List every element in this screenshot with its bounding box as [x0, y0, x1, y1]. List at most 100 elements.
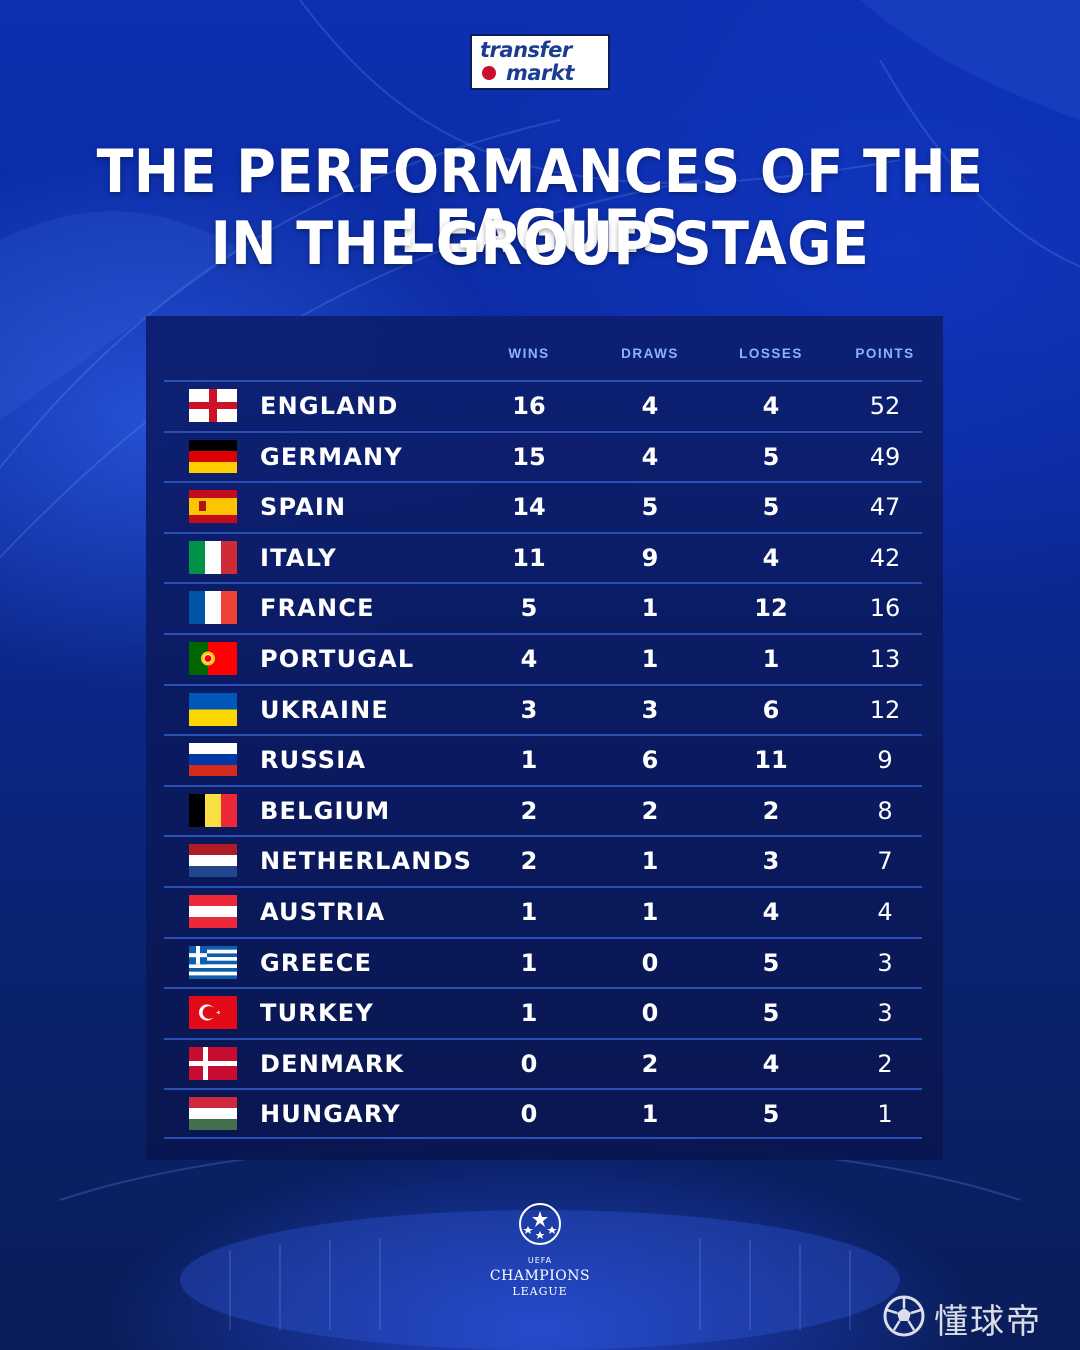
table-row: HUNGARY 0 1 5 1 — [164, 1088, 922, 1139]
draws-cell: 0 — [641, 948, 659, 977]
wins-cell: 0 — [520, 1049, 538, 1078]
row-divider — [164, 380, 922, 382]
soccer-ball-icon — [883, 1295, 925, 1337]
losses-cell: 5 — [762, 442, 780, 471]
country-name: DENMARK — [260, 1049, 405, 1078]
netherlands-flag-icon — [189, 844, 237, 878]
row-divider — [164, 835, 922, 838]
points-cell: 42 — [869, 543, 901, 572]
losses-cell: 11 — [754, 746, 788, 775]
ucl-text-uefa: UEFA — [527, 1256, 553, 1265]
losses-cell: 5 — [762, 999, 780, 1028]
wins-cell: 5 — [520, 594, 538, 623]
ukraine-flag-icon — [189, 692, 237, 726]
country-name: SPAIN — [260, 493, 347, 522]
country-name: GERMANY — [260, 442, 403, 471]
logo-ball-icon — [482, 66, 496, 80]
spain-flag-icon — [189, 490, 237, 524]
country-name: FRANCE — [260, 594, 375, 623]
column-header-points: POINTS — [855, 346, 915, 361]
page-title-line1: THE PERFORMANCES OF THE LEAGUES — [96, 137, 984, 267]
losses-cell: 3 — [762, 847, 780, 876]
table-row: DENMARK 0 2 4 2 — [164, 1037, 922, 1089]
wins-cell: 15 — [512, 442, 546, 471]
points-cell: 3 — [877, 948, 893, 977]
row-divider — [164, 784, 922, 787]
table-row: FRANCE 5 1 12 16 — [164, 582, 922, 633]
draws-cell: 1 — [641, 847, 659, 876]
country-name: NETHERLANDS — [260, 847, 473, 876]
losses-cell: 5 — [762, 493, 780, 522]
watermark: 懂球帝 — [882, 1290, 1062, 1342]
country-name: PORTUGAL — [260, 645, 415, 673]
country-name: BELGIUM — [260, 796, 391, 825]
country-name: AUSTRIA — [260, 898, 386, 926]
draws-cell: 2 — [641, 796, 659, 825]
logo-text-line2: markt — [506, 61, 574, 85]
points-cell: 12 — [869, 695, 901, 724]
wins-cell: 11 — [512, 543, 546, 572]
row-divider — [164, 734, 922, 737]
points-cell: 9 — [877, 746, 893, 775]
table-row: BELGIUM 2 2 2 8 — [164, 784, 922, 836]
germany-flag-icon — [189, 439, 237, 473]
points-cell: 16 — [869, 594, 901, 623]
table-row: ITALY 11 9 4 42 — [164, 531, 922, 583]
austria-flag-icon — [189, 895, 237, 928]
table-bottom-divider — [164, 1137, 922, 1139]
wins-cell: 1 — [520, 999, 538, 1028]
table-row: TURKEY 1 0 5 3 — [164, 987, 922, 1038]
italy-flag-icon — [189, 540, 237, 574]
transfermarkt-logo: transfer markt — [470, 34, 610, 90]
losses-cell: 4 — [762, 392, 780, 420]
points-cell: 3 — [877, 999, 893, 1028]
points-cell: 49 — [869, 442, 901, 471]
wins-cell: 1 — [520, 898, 538, 926]
greece-flag-icon — [189, 945, 237, 979]
wins-cell: 4 — [520, 645, 538, 673]
points-cell: 1 — [877, 1100, 893, 1129]
draws-cell: 4 — [641, 442, 659, 471]
losses-cell: 4 — [762, 1049, 780, 1078]
row-divider — [164, 886, 922, 888]
wins-cell: 1 — [520, 948, 538, 977]
table-row: AUSTRIA 1 1 4 4 — [164, 886, 922, 937]
row-divider — [164, 1037, 922, 1040]
country-name: ITALY — [260, 543, 337, 572]
draws-cell: 5 — [641, 493, 659, 522]
wins-cell: 1 — [520, 746, 538, 775]
starball-icon — [519, 1203, 561, 1245]
losses-cell: 4 — [762, 898, 780, 926]
column-header-draws: DRAWS — [621, 346, 679, 361]
draws-cell: 9 — [641, 543, 659, 572]
column-header-wins: WINS — [508, 346, 550, 361]
ucl-text-league: LEAGUE — [512, 1285, 568, 1298]
table-row: ENGLAND 16 4 4 52 — [164, 380, 922, 431]
losses-cell: 6 — [762, 695, 780, 724]
row-divider — [164, 582, 922, 585]
country-name: TURKEY — [260, 999, 374, 1028]
wins-cell: 0 — [520, 1100, 538, 1129]
hungary-flag-icon — [189, 1097, 237, 1131]
country-name: ENGLAND — [260, 392, 399, 420]
losses-cell: 1 — [762, 645, 780, 673]
row-divider — [164, 430, 922, 433]
column-header-losses: LOSSES — [739, 346, 803, 361]
points-cell: 4 — [877, 898, 893, 926]
draws-cell: 1 — [641, 898, 659, 926]
logo-text-line1: transfer — [480, 38, 572, 62]
russia-flag-icon — [189, 743, 237, 777]
table-panel — [146, 316, 943, 1160]
table-row: PORTUGAL 4 1 1 13 — [164, 633, 922, 684]
wins-cell: 3 — [520, 695, 538, 724]
points-cell: 47 — [869, 493, 901, 522]
country-name: GREECE — [260, 948, 373, 977]
wins-cell: 2 — [520, 796, 538, 825]
draws-cell: 3 — [641, 695, 659, 724]
row-divider — [164, 987, 922, 990]
losses-cell: 5 — [762, 948, 780, 977]
table-row: GERMANY 15 4 5 49 — [164, 430, 922, 482]
draws-cell: 6 — [641, 746, 659, 775]
points-cell: 7 — [877, 847, 893, 876]
france-flag-icon — [189, 591, 237, 625]
